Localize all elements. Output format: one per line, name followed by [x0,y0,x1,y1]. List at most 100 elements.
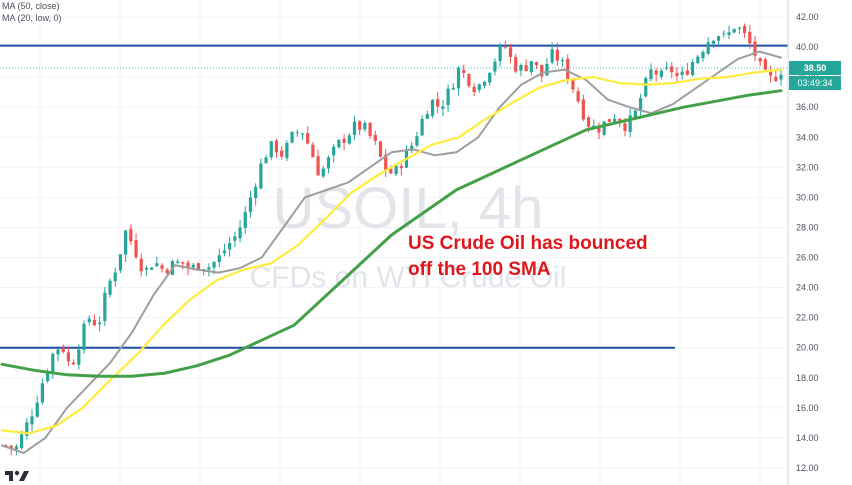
candle-body [316,156,320,176]
candle-body [373,134,377,141]
candle-body [248,197,253,213]
horizontal-levels [0,44,788,349]
candle [696,54,700,65]
candle [680,66,684,80]
candle [248,190,253,218]
candle-body [540,64,544,77]
candle [701,49,705,62]
candle-body [633,110,637,118]
candle-body [150,267,154,270]
candle-body [659,70,663,77]
candle-body [638,98,643,110]
candle-body [332,146,336,156]
candle [462,64,466,79]
candle-body [727,32,731,36]
candle-body [243,211,247,228]
y-tick-label: 30.00 [796,192,819,202]
candle-body [264,157,268,164]
candle-body [228,242,232,250]
candle-body [207,267,211,270]
candle-body [644,78,648,97]
candle-body [144,267,149,270]
candle [493,58,497,76]
candle [66,346,71,367]
candle [436,91,440,114]
candle-body [165,269,169,274]
candle-body [82,323,86,351]
candle [181,261,185,270]
candle-body [321,168,325,177]
tradingview-logo-icon [4,468,30,482]
candle [77,344,81,370]
candle [124,229,128,262]
candle-body [675,73,679,76]
candle [311,141,315,158]
candle [722,30,726,38]
candle [139,253,143,277]
candle [61,344,65,354]
candle [254,183,258,206]
candle [40,378,45,405]
candle-body [612,118,617,122]
candle-body [103,292,107,322]
candle-body [9,445,13,449]
candle-body [160,265,164,269]
candle [727,25,731,40]
candle [207,263,211,277]
candle [690,59,695,77]
candle-body [196,263,201,271]
candle-body [77,349,81,365]
candle [222,243,227,257]
candle [238,220,242,243]
candle [685,62,689,76]
annotation-text: US Crude Oil has bounced off the 100 SMA [408,231,648,283]
y-tick-label: 22.00 [796,313,819,323]
candle-body [514,56,518,72]
candle-body [753,41,757,56]
candle-body [254,186,258,199]
candle [742,23,747,38]
candle [384,149,388,178]
candle [160,263,164,273]
candle-body [508,47,513,57]
candle-body [389,168,393,174]
candle-body [378,141,383,157]
candle [602,121,606,137]
candle [155,256,159,268]
candle [758,57,762,67]
watermark-subtitle: CFDs on WTI Crude Oil [250,261,567,294]
candle-body [306,133,310,144]
moving-averages [0,50,783,454]
candle-body [72,362,76,365]
y-tick-label: 40.00 [796,42,819,52]
candle-body [768,70,773,76]
candle [597,122,601,140]
candle [571,78,575,93]
candle-body [66,352,71,362]
candle [446,84,450,113]
candle [638,93,643,116]
annotation-line-2: off the 100 SMA [408,259,551,280]
candle-body [108,280,112,295]
candle-body [176,261,180,263]
candle-body [472,86,476,93]
candle [352,115,357,141]
candle [259,158,263,190]
candle [659,68,663,80]
candle-body [732,29,736,33]
candle-body [701,51,705,59]
candle-body [274,140,279,153]
candle-body [576,91,580,102]
candle-body [30,416,34,425]
candle-body [61,347,65,352]
candle [363,120,367,132]
candle [285,140,289,162]
candle-body [51,353,55,373]
candle-body [519,64,523,71]
candle-body [113,272,117,282]
candle-body [441,106,445,109]
candle [82,320,86,354]
candle [358,120,362,136]
candle [716,35,721,46]
